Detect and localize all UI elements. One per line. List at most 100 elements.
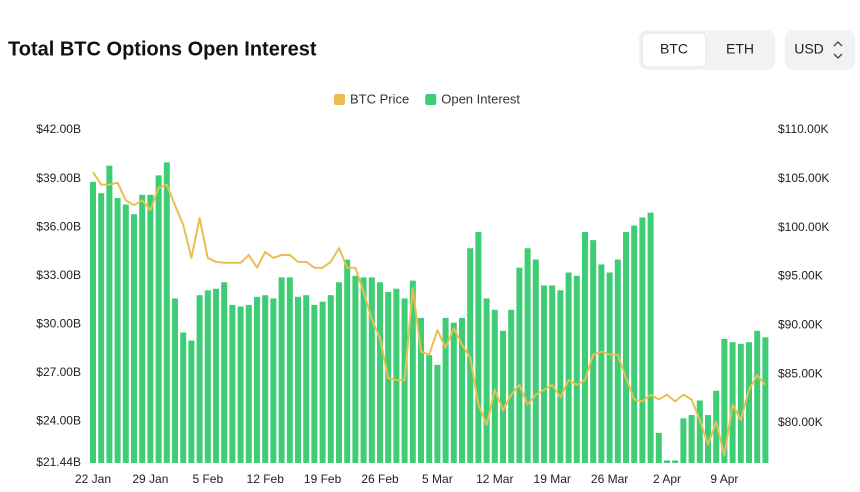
y2-tick-label: $100.00K bbox=[778, 220, 829, 234]
bar bbox=[295, 296, 301, 463]
bar bbox=[524, 248, 531, 463]
bar bbox=[352, 275, 359, 463]
bar bbox=[336, 282, 342, 463]
y-tick-label: $33.00B bbox=[36, 268, 81, 282]
x-tick-label: 12 Feb bbox=[247, 472, 285, 486]
bar bbox=[278, 277, 285, 463]
bar bbox=[131, 214, 137, 463]
bar bbox=[647, 212, 654, 463]
bar bbox=[606, 272, 613, 463]
bar bbox=[122, 204, 129, 463]
price-line bbox=[92, 171, 767, 457]
bar bbox=[434, 364, 441, 463]
bar bbox=[262, 295, 269, 463]
y-tick-label: $27.00B bbox=[36, 365, 81, 379]
bar bbox=[180, 332, 187, 463]
bar bbox=[565, 272, 572, 463]
bar bbox=[639, 217, 646, 463]
bar bbox=[270, 298, 277, 463]
bar bbox=[582, 232, 588, 463]
y2-tick-label: $110.00K bbox=[778, 122, 829, 136]
bar bbox=[114, 198, 121, 463]
bar bbox=[450, 322, 457, 463]
bar bbox=[475, 232, 482, 463]
x-tick-label: 12 Mar bbox=[476, 472, 513, 486]
currency-select[interactable] bbox=[785, 30, 855, 70]
bar bbox=[541, 285, 547, 463]
y-tick-label: $39.00B bbox=[36, 171, 81, 185]
bar bbox=[163, 162, 170, 463]
bar bbox=[483, 298, 490, 463]
bar bbox=[590, 240, 597, 463]
bar bbox=[245, 304, 252, 463]
bar bbox=[204, 290, 211, 463]
y2-tick-label: $90.00K bbox=[778, 317, 823, 331]
bar bbox=[188, 340, 195, 463]
bar bbox=[680, 418, 687, 463]
bar bbox=[409, 280, 416, 463]
x-tick-label: 5 Mar bbox=[422, 472, 453, 486]
bar bbox=[254, 296, 260, 463]
y-tick-label: $24.00B bbox=[36, 414, 81, 428]
bar bbox=[196, 295, 203, 463]
bar bbox=[139, 194, 146, 463]
x-tick-label: 19 Mar bbox=[534, 472, 571, 486]
bar bbox=[729, 342, 736, 463]
x-tick-label: 19 Feb bbox=[304, 472, 342, 486]
y-tick-label: $42.00B bbox=[36, 122, 81, 136]
bar bbox=[303, 295, 310, 463]
y2-tick-label: $95.00K bbox=[778, 269, 823, 283]
bar bbox=[90, 181, 96, 463]
bar bbox=[459, 317, 465, 463]
y2-tick-label: $85.00K bbox=[778, 366, 823, 380]
bar bbox=[360, 277, 367, 463]
toggle-label[interactable]: BTC bbox=[660, 41, 688, 57]
bar bbox=[508, 309, 515, 463]
bar bbox=[491, 309, 498, 463]
bar bbox=[664, 460, 670, 463]
y-tick-label: $36.00B bbox=[36, 219, 81, 233]
bar bbox=[344, 259, 351, 463]
bar bbox=[532, 259, 539, 463]
bar bbox=[705, 415, 711, 463]
bar bbox=[311, 304, 318, 463]
x-tick-label: 26 Feb bbox=[361, 472, 399, 486]
bar bbox=[696, 400, 703, 463]
bar bbox=[614, 259, 621, 463]
bar bbox=[155, 175, 162, 463]
x-tick-label: 5 Feb bbox=[192, 472, 223, 486]
bar bbox=[598, 264, 605, 463]
bar bbox=[516, 267, 523, 463]
bar bbox=[713, 390, 720, 463]
bar bbox=[172, 298, 178, 463]
currency-label[interactable]: USD bbox=[794, 41, 824, 57]
toggle-label[interactable]: ETH bbox=[726, 41, 754, 57]
bar bbox=[631, 225, 638, 463]
bar bbox=[557, 290, 564, 463]
bar bbox=[221, 282, 228, 463]
bar bbox=[98, 193, 105, 464]
legend-label: BTC Price bbox=[350, 91, 409, 106]
bar bbox=[500, 330, 506, 463]
bar bbox=[229, 304, 236, 463]
bar bbox=[106, 165, 113, 463]
bar bbox=[737, 343, 744, 463]
bar bbox=[319, 301, 326, 463]
select-arrows bbox=[833, 41, 843, 59]
bar bbox=[237, 306, 244, 463]
x-tick-label: 22 Jan bbox=[75, 472, 111, 486]
bar bbox=[721, 338, 728, 463]
x-tick-label: 2 Apr bbox=[653, 472, 681, 486]
bar bbox=[467, 248, 474, 463]
y2-tick-label: $105.00K bbox=[778, 171, 829, 185]
bar bbox=[286, 277, 293, 463]
y2-tick-label: $80.00K bbox=[778, 415, 823, 429]
x-tick-label: 9 Apr bbox=[710, 472, 738, 486]
legend-swatch bbox=[425, 94, 437, 105]
bar bbox=[672, 460, 679, 463]
legend-label: Open Interest bbox=[441, 91, 520, 106]
bar bbox=[762, 337, 769, 463]
toggle-btc[interactable] bbox=[641, 32, 707, 68]
bar bbox=[393, 288, 400, 463]
bar bbox=[213, 288, 219, 463]
